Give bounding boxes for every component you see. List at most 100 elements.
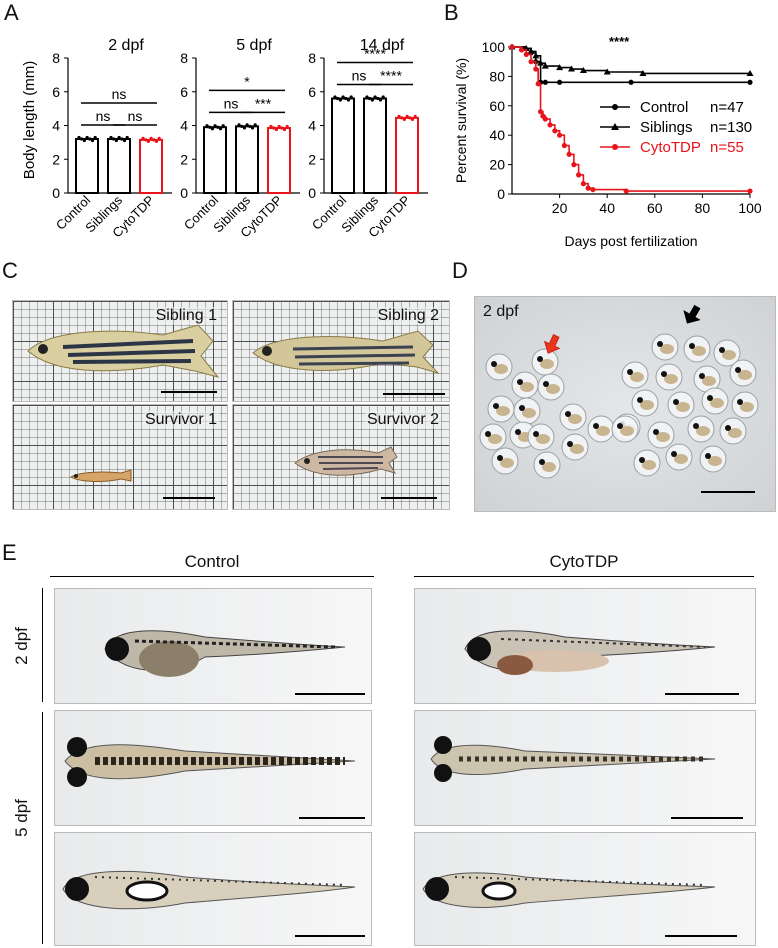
dot-1-1-2 (242, 126, 246, 130)
dot-0-0-0 (77, 135, 81, 140)
dot-0-0-2 (82, 138, 86, 143)
embryo-eye-0 (491, 361, 497, 367)
group-label-control: Control (184, 552, 240, 571)
dot-0-1-4 (120, 137, 124, 141)
embryo-yolk-27 (656, 432, 670, 442)
b-annotation: **** (609, 34, 630, 49)
embryo-yolk-15 (660, 344, 674, 354)
embryo-eye-32 (705, 453, 711, 459)
b-point-2-2 (523, 51, 529, 57)
bar-2-0 (331, 97, 355, 194)
group-line-control (50, 576, 374, 577)
dot-0-2-1 (144, 138, 148, 142)
embryo-eye-2 (517, 379, 523, 385)
b-point-0-5 (542, 79, 548, 85)
dot-1-0-6 (221, 124, 225, 128)
fish-sibling-2-image (252, 330, 440, 374)
larva-cytotdp-2dpf-image (464, 630, 716, 675)
dot-1-1-5 (250, 126, 255, 130)
b-point-2-5 (535, 81, 541, 87)
ytick-label-0-1: 2 (52, 151, 60, 167)
panel-c-letter: C (2, 258, 18, 283)
dot-1-0-0 (205, 124, 209, 128)
dot-1-2-2 (274, 127, 278, 132)
b-point-1-5 (541, 62, 549, 69)
dot-2-2-1 (400, 116, 404, 120)
b-point-2-6 (537, 109, 544, 115)
dot-1-1-3 (245, 123, 249, 127)
b-point-1-7 (568, 65, 575, 72)
b-point-2-13 (566, 151, 572, 157)
dot-2-1-6 (381, 95, 385, 99)
larva-cytotdp-5dpf-dorsal (414, 710, 756, 826)
larva-control-5dpf-lateral-image (62, 870, 356, 910)
red-arrow-icon (543, 334, 561, 354)
dot-0-1-2 (114, 138, 118, 143)
embryo-yolk-25 (740, 402, 754, 412)
embryo-yolk-23 (676, 402, 690, 412)
embryo-yolk-32 (708, 456, 722, 466)
dot-1-0-4 (216, 125, 220, 129)
dot-2-2-5 (410, 117, 415, 122)
ytick-label-2-2: 4 (308, 118, 316, 134)
b-point-0-6 (557, 79, 563, 85)
embryo-eye-28 (693, 423, 699, 429)
panel-d-letter: D (452, 258, 468, 283)
embryo-yolk-16 (692, 346, 706, 356)
dot-0-1-0 (109, 135, 113, 140)
larva-control-5dpf-lateral (54, 832, 372, 946)
embryo-eye-14 (533, 431, 539, 437)
b-point-2-12 (561, 142, 567, 149)
dot-2-0-6 (349, 95, 353, 99)
b-point-1-10 (639, 69, 647, 76)
panel-d-label: 2 dpf (483, 303, 519, 320)
embryo-eye-7 (515, 429, 521, 435)
larva-control-5dpf-dorsal-image (64, 737, 356, 787)
b-ytick-label-5: 100 (482, 39, 506, 55)
embryo-yolk-9 (596, 426, 610, 436)
fish-survivor-2-image (294, 446, 398, 476)
dot-2-1-1 (368, 96, 372, 101)
dot-2-1-5 (378, 98, 383, 102)
scalebar-cytotdp-2dpf (665, 693, 739, 695)
larva-control-5dpf-dorsal (54, 710, 372, 826)
embryo-yolk-8 (568, 414, 582, 424)
row-label-2dpf: 2 dpf (12, 627, 31, 665)
label-survivor-1: Survivor 1 (142, 411, 219, 429)
b-point-2-15 (576, 172, 582, 178)
b-point-1-4 (537, 59, 545, 66)
b-point-1-11 (746, 69, 754, 76)
dot-1-2-1 (272, 126, 276, 130)
dot-1-2-0 (269, 124, 273, 129)
scalebar-control-5dpf-lateral (295, 935, 365, 937)
b-legend-name-2: CytoTDP (640, 139, 701, 156)
scalebar-sibling-1 (161, 391, 217, 393)
dot-1-1-4 (248, 124, 252, 128)
dot-2-0-5 (346, 98, 351, 102)
scalebar-control-2dpf (295, 693, 365, 695)
panel-e-letter: E (2, 540, 17, 565)
b-xtick-label-4: 100 (738, 200, 762, 216)
embryo-eye-3 (543, 381, 549, 387)
b-legend-name-0: Control (640, 99, 688, 116)
dot-1-1-1 (240, 124, 244, 128)
b-point-2-14 (571, 162, 577, 168)
dot-0-2-0 (141, 136, 145, 140)
scalebar-survivor-1 (163, 497, 215, 499)
b-point-2-9 (547, 122, 553, 128)
b-point-2-0 (509, 44, 515, 50)
b-point-2-11 (557, 132, 563, 138)
bar-1-0 (203, 126, 227, 194)
scalebar-survivor-2 (381, 497, 437, 499)
b-line-0 (512, 46, 750, 84)
b-point-0-8 (747, 79, 753, 85)
dot-2-2-2 (402, 117, 406, 122)
dot-2-2-0 (397, 114, 401, 119)
embryo-eye-1 (537, 356, 543, 362)
embryo-eye-21 (699, 373, 705, 379)
dot-1-1-6 (253, 123, 257, 127)
panel-a-bar-charts: Body length (mm) 2 dpf02468ControlSiblin… (21, 37, 428, 240)
dot-0-2-3 (149, 136, 153, 140)
b-point-1-8 (579, 67, 587, 74)
embryo-eye-5 (519, 405, 525, 411)
